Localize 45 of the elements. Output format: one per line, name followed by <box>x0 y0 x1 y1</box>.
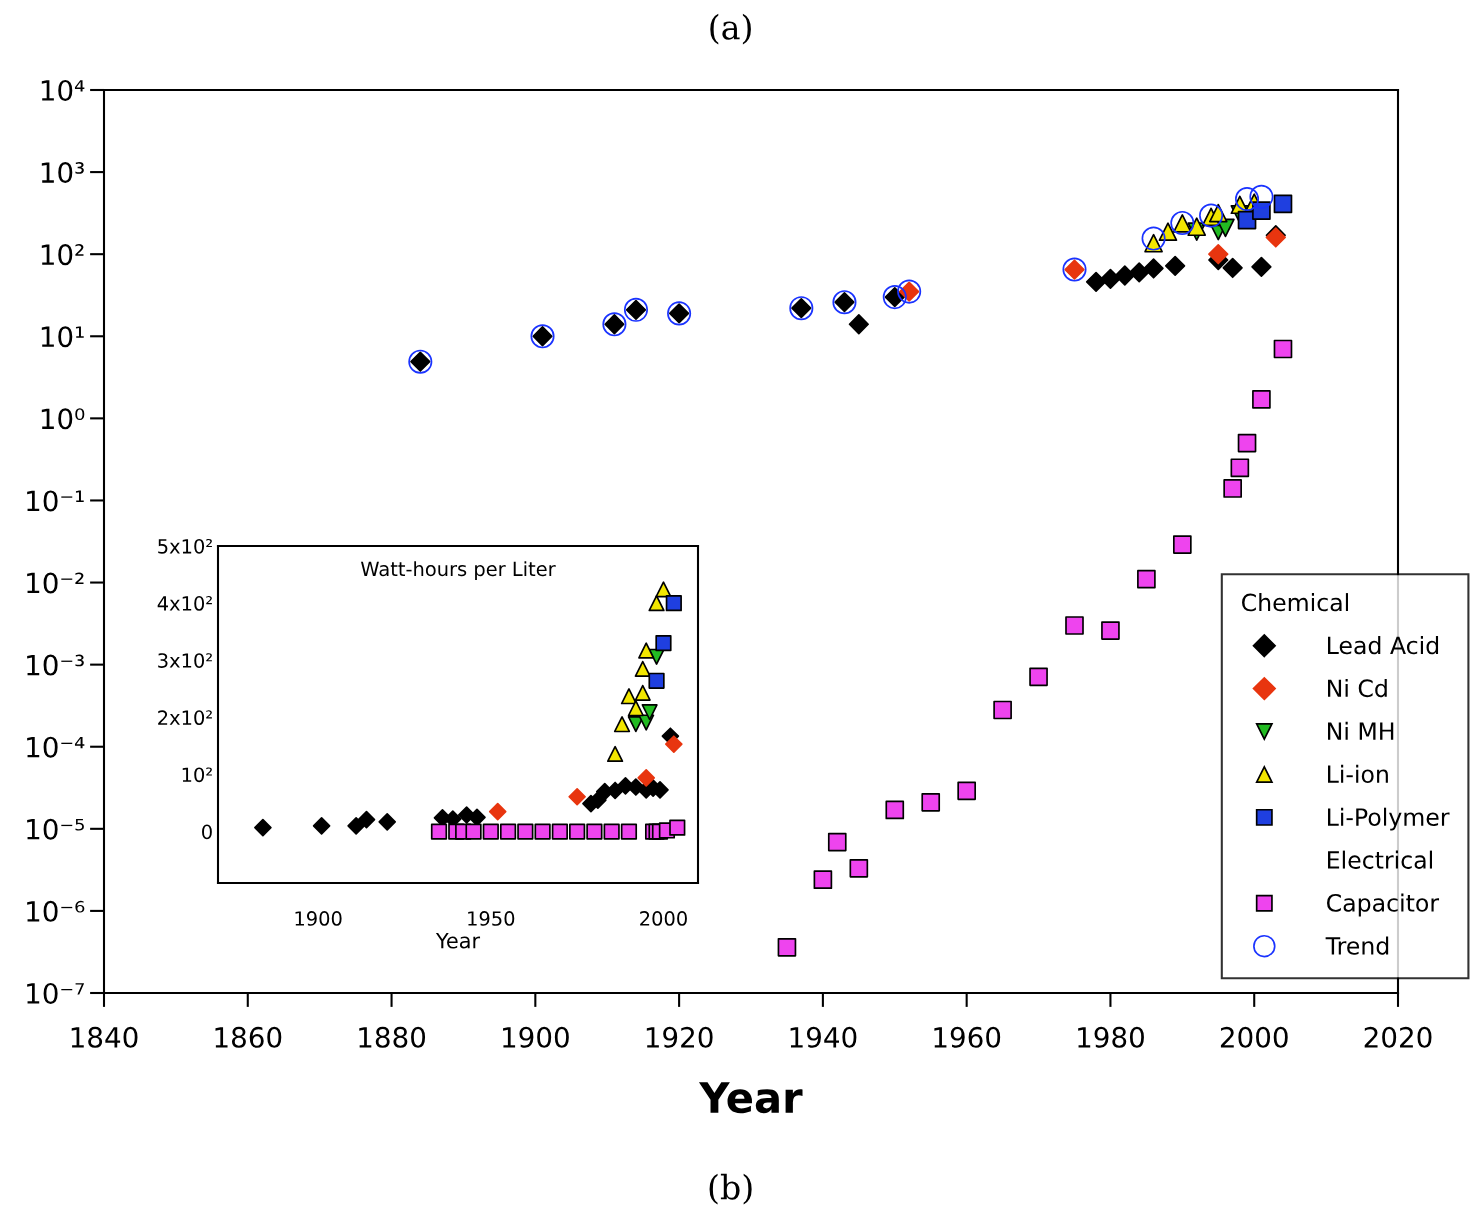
legend-title: Chemical <box>1242 593 1349 612</box>
x-axis-title: Year <box>698 1082 803 1114</box>
legend-label: Capacitor <box>1327 893 1440 917</box>
x-tick-label: 2000 <box>1220 1026 1288 1048</box>
legend-label: Ni Cd <box>1328 678 1387 698</box>
text: (b) <box>709 1173 752 1205</box>
x-tick-label: 2020 <box>1364 1026 1432 1048</box>
x-tick-label: 2000 <box>640 911 687 926</box>
x-tick-label: 1980 <box>1078 1026 1144 1048</box>
x-tick-label: 1950 <box>468 911 515 926</box>
x-tick-label: 1920 <box>646 1026 713 1048</box>
x-tick-label: 1880 <box>359 1026 426 1048</box>
y-tick-label: 10⁰ <box>41 408 85 430</box>
y-tick-label: 10⁻² <box>27 572 84 594</box>
x-tick-label: 1840 <box>71 1026 138 1048</box>
y-tick-label: 10² <box>41 244 84 266</box>
y-tick-label: 10⁻¹ <box>27 490 84 512</box>
y-tick-label: 10⁻⁶ <box>27 900 85 922</box>
text: (a) <box>710 13 751 45</box>
x-tick-label: 1860 <box>215 1026 282 1048</box>
x-tick-label: 1960 <box>934 1026 1001 1048</box>
legend-label: Ni MH <box>1328 721 1394 740</box>
y-tick-label: 10⁻⁷ <box>27 982 84 1004</box>
y-tick-label: 10⁻⁵ <box>27 818 84 840</box>
y-tick-label: 10³ <box>41 162 84 184</box>
y-tick-label: 10⁻³ <box>27 654 84 676</box>
y-tick-label: 2x10² <box>158 710 212 726</box>
legend-label: Trend <box>1325 936 1389 955</box>
x-tick-label: 1900 <box>295 911 342 926</box>
y-tick-label: 4x10² <box>157 596 212 611</box>
legend-label: Li-Polymer <box>1328 807 1450 831</box>
x-tick-label: 1940 <box>790 1026 857 1048</box>
text: Watt-hours per Liter <box>360 561 556 580</box>
y-tick-label: 10¹ <box>41 326 84 348</box>
annotation: Electrical <box>1328 850 1432 869</box>
x-axis-title: Year <box>435 933 481 949</box>
y-tick-label: 0 <box>202 824 212 840</box>
legend-label: Li-ion <box>1328 764 1388 784</box>
x-tick-label: 1900 <box>503 1026 569 1048</box>
legend-label: Lead Acid <box>1328 636 1439 655</box>
y-tick-label: 10⁴ <box>41 79 85 101</box>
y-tick-label: 10² <box>182 767 212 783</box>
y-tick-label: 10⁻⁴ <box>27 736 85 758</box>
y-tick-label: 3x10² <box>158 653 212 668</box>
y-tick-label: 5x10² <box>158 538 212 554</box>
